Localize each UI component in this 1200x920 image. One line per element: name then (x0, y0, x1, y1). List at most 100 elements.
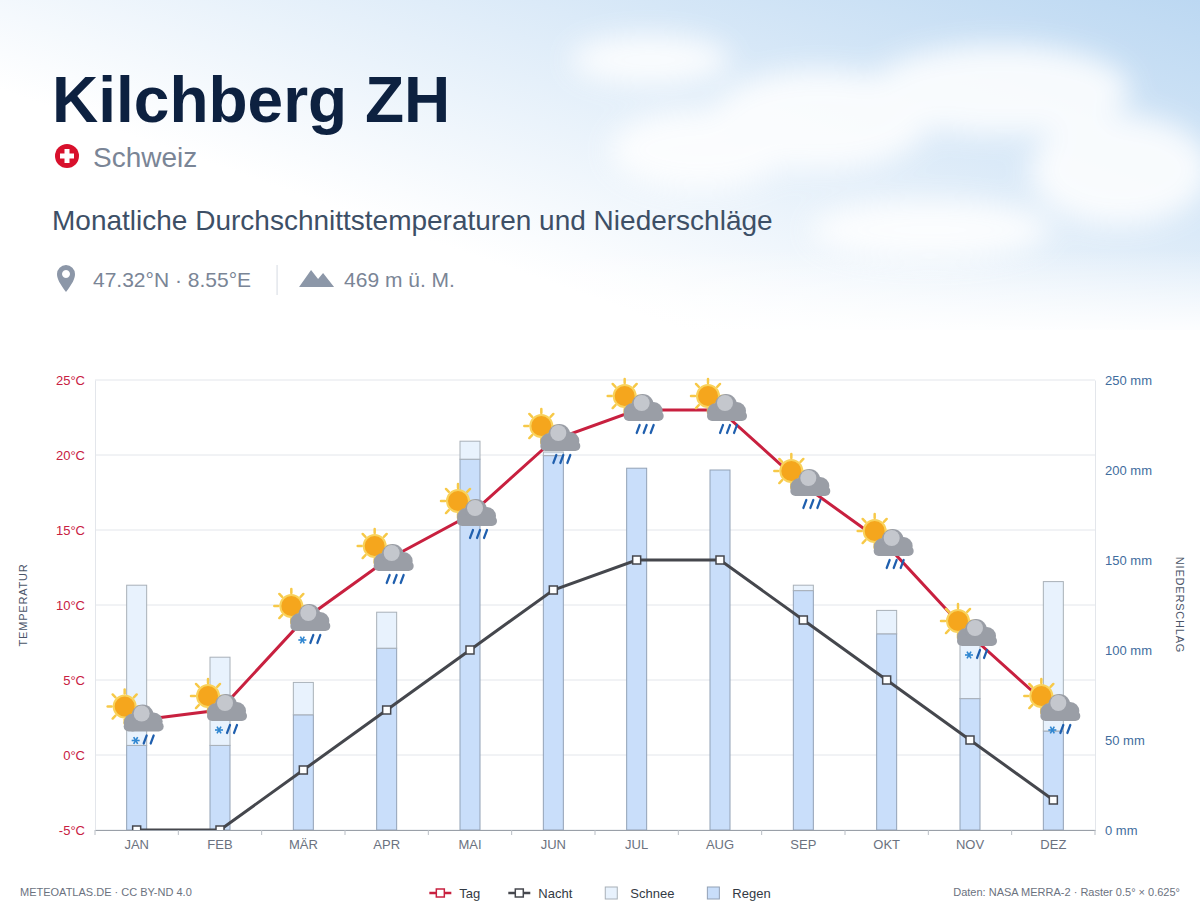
sun-ray (691, 395, 695, 398)
cloud-part (540, 441, 580, 451)
marker-nacht (549, 586, 557, 594)
sun-ray (279, 615, 282, 618)
tick: 20°C (56, 448, 95, 463)
tick: OKT (873, 830, 900, 852)
bar-regen (543, 456, 563, 830)
sun-ray (446, 510, 449, 513)
sun-ray (384, 534, 387, 537)
cloud-part (1040, 711, 1080, 721)
sun-ray (863, 519, 866, 522)
subtitle: Monatliche Durchschnittstemperaturen und… (52, 205, 773, 236)
source: Daten: NASA MERRA-2 · Raster 0.5° × 0.62… (953, 886, 1180, 898)
cloud-shape (810, 200, 1050, 260)
rain-drop (560, 455, 563, 463)
country: Schweiz (93, 142, 197, 173)
band-separator (428, 830, 429, 835)
chart-svg: Kilchberg ZH Schweiz Monatliche Durchschni… (0, 0, 1200, 920)
sun-ray (207, 679, 210, 683)
tick-label: 150 mm (1105, 553, 1152, 568)
band-separator (345, 830, 346, 835)
band-separator (928, 830, 929, 835)
precip (470, 530, 487, 538)
marker-nacht (466, 646, 474, 654)
sun-ray (551, 414, 554, 417)
sun-ray (717, 384, 720, 387)
cloud-highlight (217, 695, 233, 711)
bar-regen (877, 634, 897, 830)
band-separator (845, 830, 846, 835)
sun-ray (696, 384, 699, 387)
sun-ray (363, 534, 366, 537)
x-axis: JANFEBMÄRAPRMAIJUNJULAUGSEPOKTNOVDEZ (96, 830, 1096, 852)
title: Kilchberg ZH (52, 64, 450, 136)
sun-ray (446, 489, 449, 492)
line-nacht (137, 560, 1054, 830)
band-separator (95, 830, 96, 835)
tick-label: 200 mm (1105, 463, 1152, 478)
rain-drop (651, 425, 654, 433)
cloud-highlight (967, 620, 983, 636)
rain-drop (727, 425, 730, 433)
sun-ray (613, 405, 616, 408)
precip (637, 425, 654, 433)
tick-label: 25°C (56, 373, 85, 388)
tick-label: AUG (706, 837, 734, 852)
cloud-part (790, 486, 830, 496)
sun-ray (529, 414, 532, 417)
rain-drop (1067, 725, 1070, 733)
sun-ray (863, 540, 866, 543)
sun-ray (441, 500, 445, 503)
snowflake (1048, 727, 1056, 734)
tick: 15°C (56, 523, 95, 538)
cloud (290, 604, 330, 631)
snowflake-arm (217, 727, 221, 734)
sun-ray (608, 395, 612, 398)
tick: JAN (124, 830, 149, 852)
cloud-highlight (717, 395, 733, 411)
rain-drop (894, 560, 897, 568)
precip (965, 650, 987, 658)
precip (720, 425, 737, 433)
cloud-shape (570, 35, 730, 85)
rain-drop (984, 650, 987, 658)
sun-ray (634, 384, 637, 387)
bar-schnee (460, 441, 480, 459)
cloud-highlight (384, 545, 400, 561)
tick: 25°C (56, 373, 95, 388)
tick: 200 mm (1095, 463, 1152, 478)
sun-ray (363, 555, 366, 558)
chart-root: Kilchberg ZH Schweiz Monatliche Durchschni… (0, 0, 1200, 920)
plot-area (127, 406, 1064, 830)
weather-icon (691, 379, 747, 433)
tick-label: -5°C (59, 823, 85, 838)
sun-ray (1024, 695, 1028, 698)
bar-schnee (627, 468, 647, 469)
rain-drop (734, 425, 737, 433)
sun-ray (967, 609, 970, 612)
sun-ray (1051, 684, 1054, 687)
rain-drop (477, 530, 480, 538)
sun-ray (779, 480, 782, 483)
bar-schnee (793, 585, 813, 590)
elevation: 469 m ü. M. (344, 268, 455, 291)
tick-label: MAI (458, 837, 481, 852)
snowflake (215, 727, 223, 734)
sun-ray (957, 604, 960, 608)
mountain-icon (299, 270, 334, 287)
cloud-part (874, 546, 914, 556)
sun-ray (358, 545, 362, 548)
tick: FEB (207, 830, 232, 852)
y2-axis-line (1095, 381, 1096, 831)
rain-drop (387, 575, 390, 583)
tick-label: 0 mm (1105, 823, 1138, 838)
snowflake-arm (134, 737, 138, 744)
bar-schnee (877, 610, 897, 633)
sun-ray (123, 690, 126, 694)
tick: APR (373, 830, 400, 852)
rain-drop (144, 736, 147, 744)
weather-icon (524, 409, 580, 463)
y-axis: -5°C0°C5°C10°C15°C20°C25°C (56, 373, 96, 838)
legend-item: Nacht (508, 886, 572, 901)
sun-ray (540, 409, 543, 413)
rain-drop (644, 425, 647, 433)
